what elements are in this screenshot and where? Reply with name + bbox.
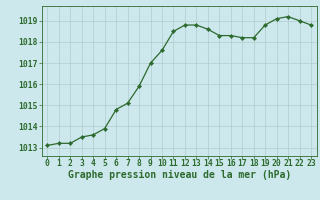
X-axis label: Graphe pression niveau de la mer (hPa): Graphe pression niveau de la mer (hPa): [68, 170, 291, 180]
